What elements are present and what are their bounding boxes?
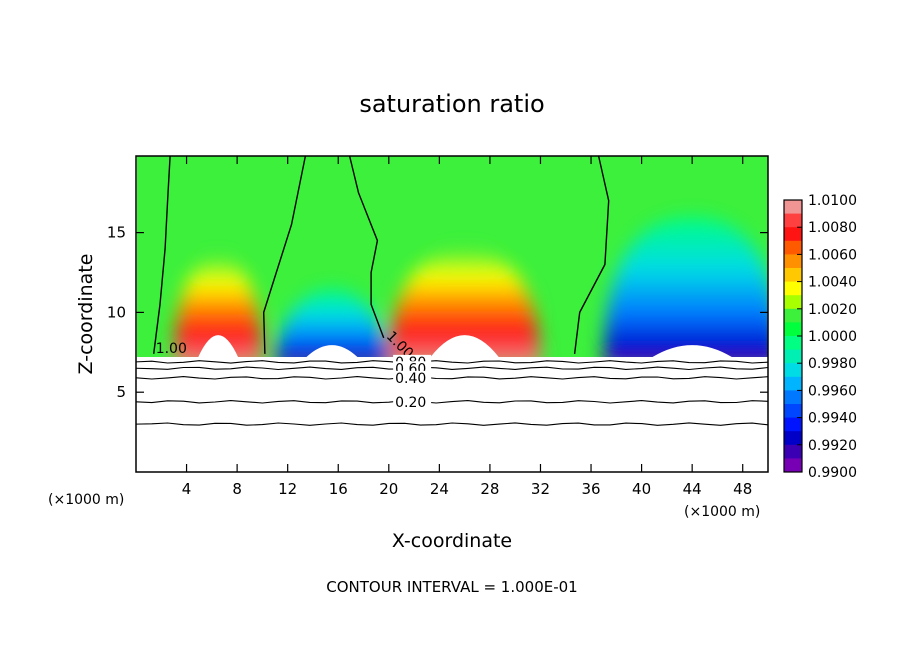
colorbar-swatch-16: [784, 404, 802, 419]
colorbar-swatch-10: [784, 322, 802, 337]
contour-label-7: 0.40: [395, 371, 426, 387]
field-feature-4: [603, 216, 768, 357]
y-tick-label-10: 10: [107, 303, 126, 321]
colorbar-label-10: 0.9920: [808, 438, 857, 454]
contour-line-3: [348, 155, 385, 339]
y-tick-label-5: 5: [116, 383, 126, 401]
x-tick-label-48: 48: [733, 480, 752, 498]
colorbar-label-8: 0.9960: [808, 383, 857, 399]
x-tick-label-4: 4: [182, 480, 192, 498]
colorbar-swatch-1: [784, 200, 802, 215]
colorbar-label-6: 1.0000: [808, 329, 857, 345]
colorbar-swatch-19: [784, 444, 802, 459]
cloud-core-2: [306, 345, 358, 357]
colorbar-label-2: 1.0080: [808, 220, 857, 236]
x-tick-label-36: 36: [581, 480, 600, 498]
colorbar-swatch-20: [784, 458, 802, 473]
y-axis-title: Z-coordinate: [75, 254, 97, 375]
colorbar-swatch-7: [784, 281, 802, 296]
colorbar-swatch-4: [784, 240, 802, 255]
colorbar-swatch-3: [784, 227, 802, 242]
contour-line-2: [262, 155, 307, 354]
contour-line-7: [135, 376, 769, 380]
colorbar-swatch-6: [784, 268, 802, 283]
x-unit-left: (×1000 m): [48, 492, 124, 508]
colorbar-swatch-9: [784, 308, 802, 323]
colorbar-swatch-2: [784, 213, 802, 228]
saturation-field: [137, 156, 768, 357]
chart-title: saturation ratio: [359, 90, 544, 118]
colorbar-swatch-17: [784, 417, 802, 432]
contour-label-1: 1.00: [156, 341, 187, 357]
x-tick-label-8: 8: [232, 480, 242, 498]
field-feature-3: [389, 248, 541, 357]
cloud-core-3: [430, 335, 499, 357]
cloud-core-4: [652, 345, 732, 357]
x-tick-label-32: 32: [531, 480, 550, 498]
contour-line-6: [135, 366, 769, 371]
field-feature-2: [275, 288, 389, 357]
x-tick-label-40: 40: [632, 480, 651, 498]
colorbar-swatch-8: [784, 295, 802, 310]
x-tick-label-24: 24: [430, 480, 449, 498]
x-tick-label-16: 16: [329, 480, 348, 498]
x-axis-title: X-coordinate: [392, 530, 512, 552]
x-tick-label-44: 44: [683, 480, 702, 498]
x-axis: 4 8 12 16 20 24 28 32 36 40 44 48: [182, 156, 752, 498]
colorbar-swatch-15: [784, 390, 802, 405]
colorbar-swatch-14: [784, 376, 802, 391]
colorbar-label-7: 0.9980: [808, 356, 857, 372]
x-tick-label-20: 20: [379, 480, 398, 498]
colorbar-label-11: 0.9900: [808, 465, 857, 481]
contour-interval-note: CONTOUR INTERVAL = 1.000E-01: [326, 578, 577, 596]
colorbar-swatch-13: [784, 363, 802, 378]
colorbar-swatch-11: [784, 336, 802, 351]
colorbar-label-1: 1.0100: [808, 193, 857, 209]
contour-line-1: [153, 155, 171, 354]
contour-line-8: [135, 400, 769, 404]
contour-line-9: [135, 422, 769, 426]
x-unit-right: (×1000 m): [684, 504, 760, 520]
colorbar-label-9: 0.9940: [808, 411, 857, 427]
y-axis: 5 10 15: [107, 224, 768, 401]
contour-label-8: 0.20: [395, 395, 426, 411]
colorbar-label-3: 1.0060: [808, 247, 857, 263]
colorbar-swatch-18: [784, 431, 802, 446]
x-tick-label-28: 28: [480, 480, 499, 498]
colorbar-label-4: 1.0040: [808, 275, 857, 291]
colorbar: 1.0100 1.0080 1.0060 1.0040 1.0020 1.0000 0.99…: [783, 193, 857, 481]
colorbar-label-5: 1.0020: [808, 302, 857, 318]
cloud-core-1: [198, 335, 239, 357]
plot-frame: [135, 155, 769, 473]
field-feature-1: [174, 256, 263, 357]
colorbar-swatch-5: [784, 254, 802, 269]
colorbar-swatch-12: [784, 349, 802, 364]
contour-line-4: [573, 155, 610, 354]
x-tick-label-12: 12: [278, 480, 297, 498]
contour-line-5: [135, 360, 769, 364]
y-tick-label-15: 15: [107, 224, 126, 242]
